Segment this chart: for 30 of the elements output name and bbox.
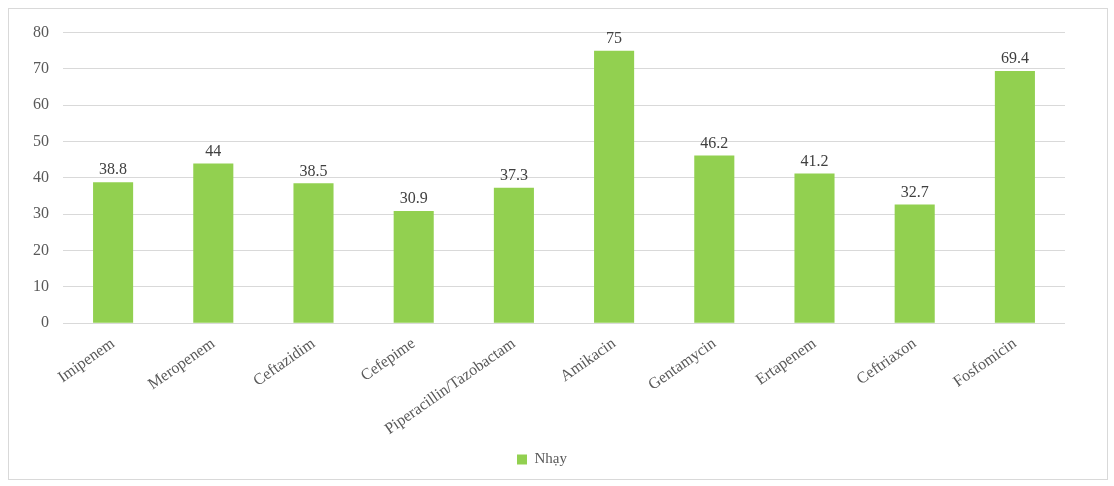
y-tick-label: 0 bbox=[41, 313, 49, 331]
y-tick-label: 20 bbox=[33, 240, 49, 258]
data-label: 41.2 bbox=[800, 151, 829, 169]
y-tick-label: 30 bbox=[33, 204, 49, 222]
bar bbox=[694, 155, 735, 323]
legend-label: Nhạy bbox=[534, 450, 568, 467]
y-tick-label: 10 bbox=[33, 277, 49, 295]
bar bbox=[794, 173, 835, 323]
bar bbox=[393, 210, 434, 323]
data-label: 38.8 bbox=[99, 160, 128, 178]
y-tick-label: 40 bbox=[33, 168, 49, 186]
data-label: 37.3 bbox=[499, 165, 528, 183]
bar bbox=[994, 71, 1035, 323]
data-label: 30.9 bbox=[399, 189, 428, 207]
y-tick-label: 60 bbox=[33, 95, 49, 113]
data-label: 46.2 bbox=[700, 133, 729, 151]
data-label: 38.5 bbox=[299, 161, 328, 179]
bar bbox=[293, 183, 334, 323]
bar bbox=[894, 204, 935, 323]
bar bbox=[193, 163, 234, 323]
y-tick-label: 80 bbox=[33, 22, 49, 40]
y-tick-label: 70 bbox=[33, 59, 49, 77]
bar bbox=[93, 182, 134, 323]
data-label: 69.4 bbox=[1000, 49, 1029, 67]
y-tick-label: 50 bbox=[33, 131, 49, 149]
bar bbox=[493, 187, 534, 323]
data-label: 32.7 bbox=[900, 182, 929, 200]
data-label: 75 bbox=[606, 28, 623, 46]
bar bbox=[594, 50, 635, 323]
data-label: 44 bbox=[205, 141, 222, 159]
